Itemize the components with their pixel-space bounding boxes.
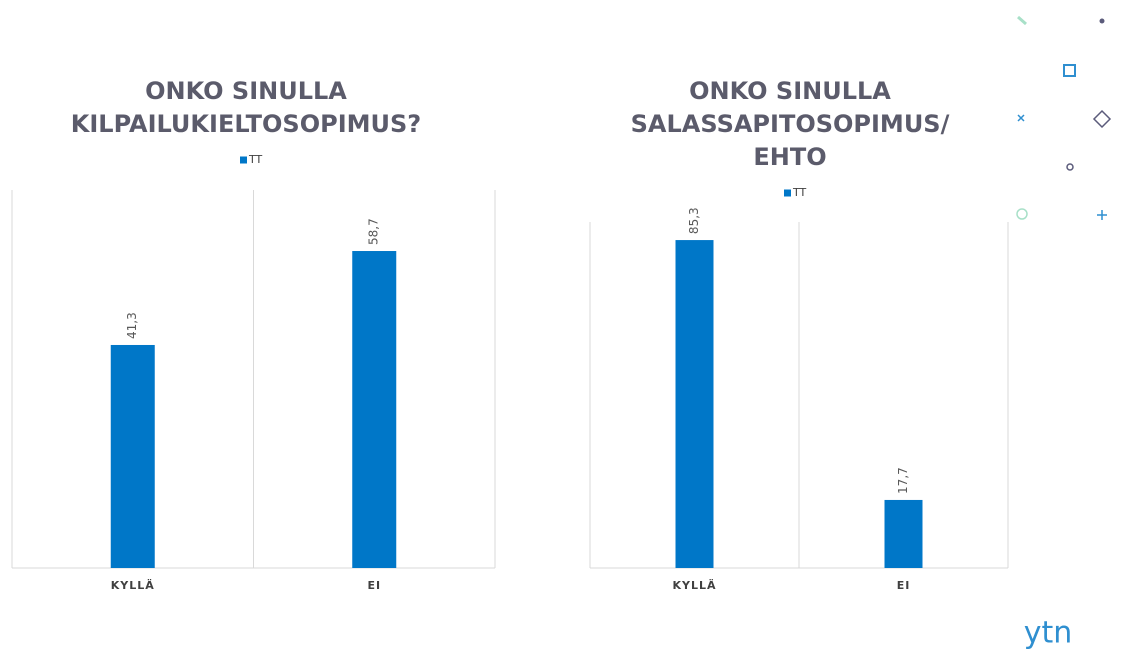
legend-label: TT: [792, 186, 807, 199]
logo: ytn: [1024, 616, 1073, 651]
bar: [110, 344, 155, 568]
bar: [352, 251, 397, 568]
decorations: [1016, 15, 1112, 220]
data-label: 85,3: [687, 207, 701, 234]
chart-title: ONKO SINULLA SALASSAPITOSOPIMUS/EHTO: [631, 77, 950, 171]
data-label: 58,7: [367, 218, 381, 245]
legend-label: TT: [248, 153, 263, 166]
bar: [884, 499, 923, 568]
x-tick-label: EI: [897, 579, 911, 592]
x-tick-label: KYLLÄ: [672, 578, 716, 592]
data-label: 17,7: [896, 467, 910, 494]
legend-swatch: [784, 189, 791, 197]
bar: [675, 240, 714, 568]
x-tick-label: EI: [367, 579, 381, 592]
x-tick-label: KYLLÄ: [111, 578, 155, 592]
chart-title: ONKO SINULLA KILPAILUKIELTOSOPIMUS?: [71, 77, 421, 138]
data-label: 41,3: [125, 312, 139, 339]
legend-swatch: [240, 156, 247, 164]
